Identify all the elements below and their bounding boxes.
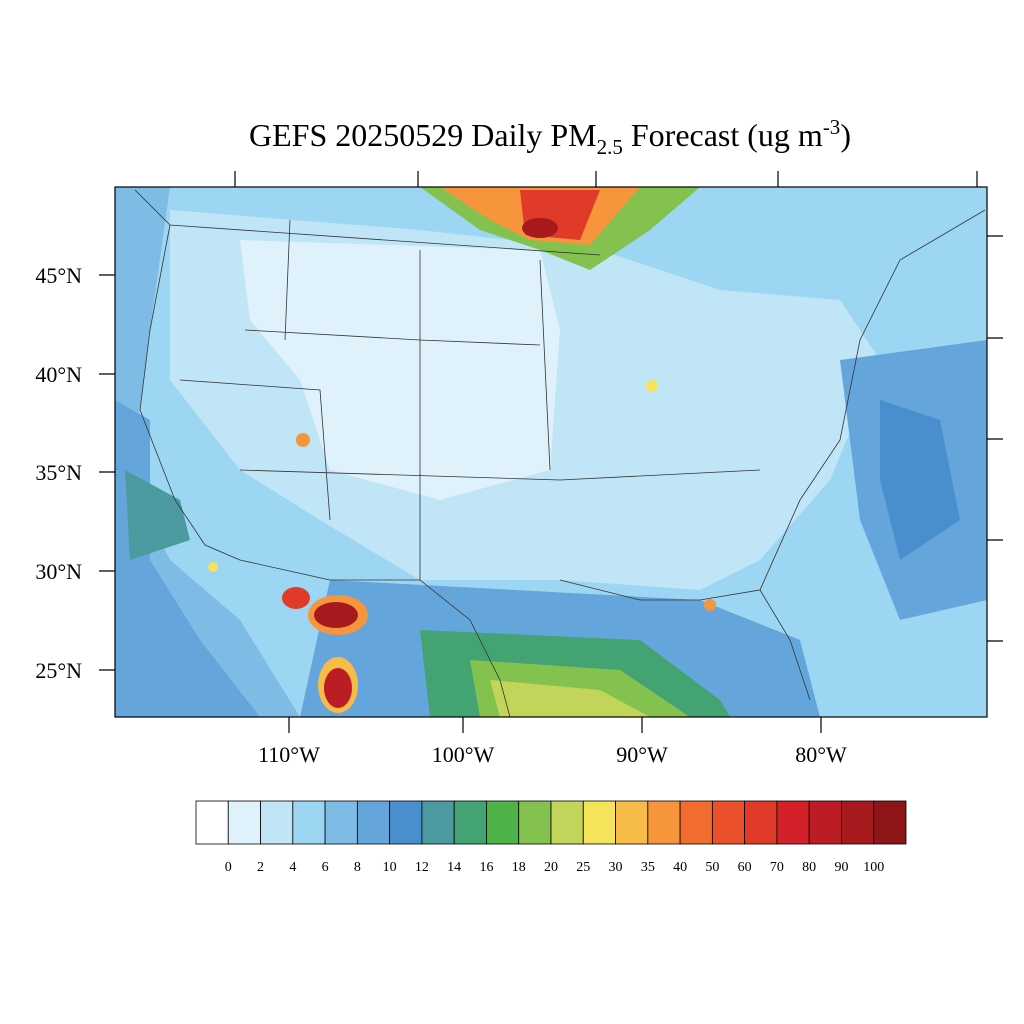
colorbar-box (195, 800, 229, 845)
atlantic-deep (880, 400, 960, 560)
colorbar-box (453, 800, 487, 845)
fire-nm-core (314, 602, 358, 628)
colorbar-box (873, 800, 907, 845)
pacific-deep (115, 400, 260, 717)
map-field (115, 187, 987, 717)
colorbar-label: 25 (576, 860, 590, 875)
title-sup: -3 (823, 115, 841, 139)
title-main: GEFS 20250529 Daily PM (249, 117, 597, 153)
axis-labels: 45°N 40°N 35°N 30°N 25°N 110°W 100°W 90°W 80°W (35, 263, 847, 767)
colorbar-label: 20 (544, 860, 558, 875)
fire-mx-core (324, 668, 352, 708)
colorbar-label: 2 (257, 860, 264, 875)
colorbar-box (615, 800, 649, 845)
axis-ticks (99, 171, 1003, 733)
lon-label: 90°W (616, 742, 668, 767)
colorbar-box (711, 800, 746, 845)
map-frame (114, 186, 988, 718)
colorbar-label: 6 (322, 860, 329, 875)
colorbar-box (324, 800, 358, 845)
colorbar-label: 60 (738, 860, 752, 875)
colorbar-label: 40 (673, 860, 687, 875)
lat-label: 45°N (35, 263, 82, 288)
smoke-core (522, 218, 558, 238)
colorbar-label: 10 (383, 860, 397, 875)
title-rest: Forecast (ug m (623, 117, 823, 153)
colorbar-box (582, 800, 616, 845)
map-title: GEFS 20250529 Daily PM2.5 Forecast (ug m… (249, 115, 851, 159)
colorbar-box (679, 800, 713, 845)
plains (240, 240, 560, 500)
fire-az (282, 587, 310, 609)
hotspot-chicago (646, 380, 658, 392)
lat-label: 30°N (35, 559, 82, 584)
colorbar-box (421, 800, 455, 845)
colorbar-label: 70 (770, 860, 784, 875)
colorbar-box (389, 800, 423, 845)
colorbar-box (356, 800, 391, 845)
colorbar: 0 2 4 6 8 10 12 14 16 18 20 25 30 35 40 50 60 70 80 90 100 (195, 800, 907, 875)
colorbar-label: 50 (705, 860, 719, 875)
colorbar-label: 80 (802, 860, 816, 875)
colorbar-box (744, 800, 778, 845)
colorbar-box (227, 800, 261, 845)
lat-label: 35°N (35, 460, 82, 485)
hotspot-fl (704, 599, 716, 611)
lat-label: 25°N (35, 658, 82, 683)
colorbar-box (518, 800, 552, 845)
colorbar-box (776, 800, 810, 845)
pacific-plume (125, 470, 190, 560)
colorbar-label: 18 (512, 860, 526, 875)
colorbar-box (550, 800, 584, 845)
title-sub: 2.5 (597, 135, 623, 159)
gulf-yellow (490, 680, 650, 717)
colorbar-box (486, 800, 520, 845)
colorbar-box (841, 800, 875, 845)
colorbar-label: 90 (834, 860, 848, 875)
colorbar-label: 14 (447, 860, 461, 875)
colorbar-label: 4 (289, 860, 296, 875)
borders (134, 189, 986, 717)
colorbar-box (808, 800, 842, 845)
title-end: ) (840, 117, 851, 153)
colorbar-label: 30 (609, 860, 623, 875)
colorbar-label: 35 (641, 860, 655, 875)
colorbar-label: 16 (479, 860, 493, 875)
colorbar-box (292, 800, 326, 845)
lon-label: 100°W (432, 742, 495, 767)
lat-label: 40°N (35, 362, 82, 387)
lon-label: 80°W (795, 742, 847, 767)
colorbar-box (260, 800, 294, 845)
colorbar-label: 100 (863, 860, 884, 875)
colorbar-box (647, 800, 681, 845)
hotspot-ca (208, 562, 218, 572)
colorbar-label: 0 (225, 860, 232, 875)
colorbar-label: 8 (354, 860, 361, 875)
colorbar-label: 12 (415, 860, 429, 875)
hotspot-ut (296, 433, 310, 447)
lon-label: 110°W (258, 742, 320, 767)
